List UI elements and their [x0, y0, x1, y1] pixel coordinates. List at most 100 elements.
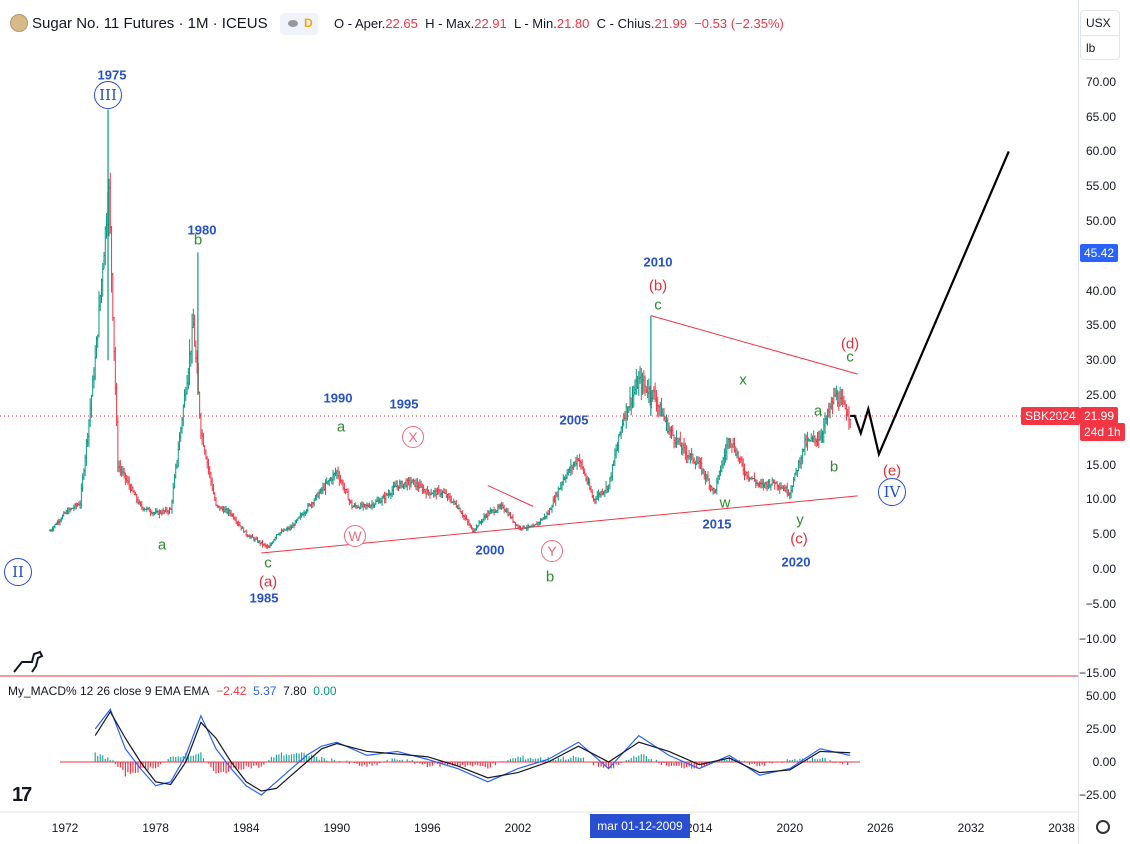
time-tick: 2038: [1048, 821, 1075, 835]
price-tick: −5.00: [1085, 596, 1116, 611]
symbol-logo-icon[interactable]: [10, 14, 28, 32]
price-tick: 25.00: [1085, 388, 1116, 402]
price-tick: 0.00: [1092, 562, 1116, 576]
countdown-tag: 24d 1h: [1080, 422, 1125, 441]
wave-a-2022: a: [813, 402, 823, 420]
wave-b-1980: b: [193, 231, 203, 249]
wave-c-paren: (c): [790, 530, 808, 548]
last-price-tag: 21.99: [1080, 406, 1119, 425]
price-tick: 35.00: [1085, 318, 1116, 333]
time-tick: 2032: [957, 821, 985, 835]
wave-IV-label: IV: [878, 478, 906, 506]
macd-tick: 50.00: [1085, 689, 1116, 703]
price-tick: 40.00: [1085, 283, 1116, 298]
chart-grid: [0, 415, 1078, 813]
wave-x-2016: x: [739, 371, 747, 389]
wave-b-paren: (b): [648, 277, 668, 295]
tradingview-logo[interactable]: 17: [12, 784, 32, 806]
macd-tick: −25.00: [1078, 788, 1116, 802]
visibility-badge[interactable]: [280, 13, 318, 35]
label-1990: 1990: [323, 390, 353, 406]
label-2015: 2015: [702, 516, 732, 532]
settings-gear-icon[interactable]: [1096, 820, 1110, 834]
time-tick: 1978: [142, 821, 169, 835]
macd-pane: [60, 707, 860, 796]
price-tick: −10.00: [1078, 631, 1116, 646]
close-value: 21.99: [654, 16, 687, 31]
projection-path: [850, 150, 1010, 458]
wave-X-label: X: [402, 426, 424, 448]
price-tick: 15.00: [1085, 457, 1116, 472]
macd-signal-value: 7.80: [283, 684, 307, 698]
label-2010: 2010: [643, 254, 673, 270]
crosshair-date: mar 01-12-2009: [590, 814, 690, 838]
wave-a-1990: a: [336, 418, 346, 436]
candles: [48, 109, 852, 549]
time-tick: 2014: [685, 821, 713, 835]
label-1995: 1995: [389, 396, 419, 412]
low-label: L - Min.: [514, 16, 557, 31]
time-tick: 1972: [51, 821, 79, 835]
time-tick: 2002: [504, 821, 532, 835]
wave-c-2023: c: [846, 348, 854, 366]
price-tick: 50.00: [1085, 214, 1116, 228]
price-marker-tag: 45.42: [1080, 243, 1119, 262]
macd-name: My_MACD% 12 26 close 9 EMA EMA: [8, 684, 210, 698]
wave-II-label: II: [4, 558, 32, 586]
label-2005: 2005: [559, 412, 589, 428]
low-value: 21.80: [556, 16, 590, 31]
close-label: C - Chius.: [596, 16, 655, 31]
macd-line-value: 5.37: [253, 684, 277, 698]
price-tick: 65.00: [1085, 109, 1116, 124]
macd-tick: 0.00: [1092, 755, 1116, 769]
trendline: [487, 485, 534, 507]
wave-Y-label: Y: [541, 540, 563, 562]
symbol-title[interactable]: Sugar No. 11 Futures · 1M · ICEUS: [32, 15, 268, 32]
high-label: H - Max.: [425, 16, 475, 31]
wave-y-2020: y: [796, 511, 804, 529]
wave-W-label: W: [344, 525, 366, 547]
high-value: 22.91: [474, 16, 507, 31]
macd-hist-value: −2.42: [216, 684, 247, 698]
price-tick: 5.00: [1092, 527, 1116, 542]
interval-badge[interactable]: D: [304, 16, 313, 30]
macd-line: [94, 707, 851, 796]
label-2020: 2020: [781, 554, 811, 570]
price-tick: −15.00: [1078, 666, 1116, 681]
eye-icon[interactable]: [288, 20, 298, 27]
time-tick: 1996: [414, 821, 441, 835]
label-1985: 1985: [249, 590, 279, 606]
axis-settings[interactable]: USX lb: [1080, 10, 1120, 60]
open-label: O - Aper.: [334, 16, 386, 31]
wave-a-1978: a: [157, 536, 167, 554]
macd-legend[interactable]: My_MACD% 12 26 close 9 EMA EMA −2.42 5.3…: [8, 684, 337, 698]
unit-select[interactable]: lb: [1086, 41, 1096, 55]
time-tick: 1984: [232, 821, 260, 835]
time-tick: 1990: [323, 821, 351, 835]
time-tick: 2026: [867, 821, 894, 835]
macd-zero-value: 0.00: [313, 684, 337, 698]
wave-III-label: III: [94, 81, 122, 109]
ohlc-legend: O - Aper.22.65 H - Max.22.91 L - Min.21.…: [334, 16, 784, 31]
price-chart[interactable]: [0, 0, 1078, 844]
price-tick: 55.00: [1085, 179, 1116, 194]
macd-tick: 25.00: [1085, 722, 1116, 736]
wave-b-2022: b: [829, 458, 839, 476]
label-2000: 2000: [475, 542, 505, 558]
change-value: −0.53 (−2.35%): [694, 16, 784, 31]
wave-c-1985: c: [264, 554, 272, 572]
label-1975: 1975: [97, 67, 127, 83]
wave-c-2011: c: [654, 296, 662, 314]
wave-a-paren: (a): [258, 573, 278, 591]
last-symbol-tag: SBK2024: [1021, 406, 1080, 425]
price-tick: 60.00: [1085, 144, 1116, 159]
price-tick: 70.00: [1085, 74, 1116, 89]
price-tick: 10.00: [1085, 492, 1116, 507]
wave-b-2003: b: [545, 568, 555, 586]
wave-w-2015: w: [719, 494, 731, 512]
dinosaur-icon: [13, 650, 44, 673]
trendline: [650, 315, 858, 375]
chart-header: Sugar No. 11 Futures · 1M · ICEUS D O - …: [0, 0, 1078, 48]
currency-select[interactable]: USX: [1081, 11, 1119, 36]
price-tick: 30.00: [1085, 353, 1116, 368]
